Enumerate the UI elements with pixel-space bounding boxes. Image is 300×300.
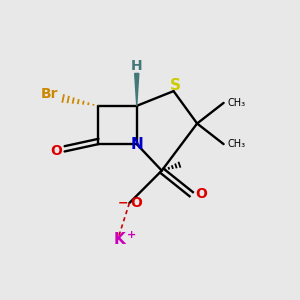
Text: O: O <box>50 145 62 158</box>
Text: CH₃: CH₃ <box>227 98 245 108</box>
Text: O: O <box>195 187 207 201</box>
Text: H: H <box>131 59 142 73</box>
Polygon shape <box>135 74 139 106</box>
Text: S: S <box>169 78 181 93</box>
Text: Br: Br <box>41 87 59 101</box>
Text: CH₃: CH₃ <box>227 139 245 149</box>
Text: +: + <box>127 230 136 240</box>
Text: N: N <box>130 136 143 152</box>
Text: −: − <box>117 196 128 209</box>
Text: O: O <box>130 196 142 210</box>
Text: K: K <box>113 232 125 247</box>
